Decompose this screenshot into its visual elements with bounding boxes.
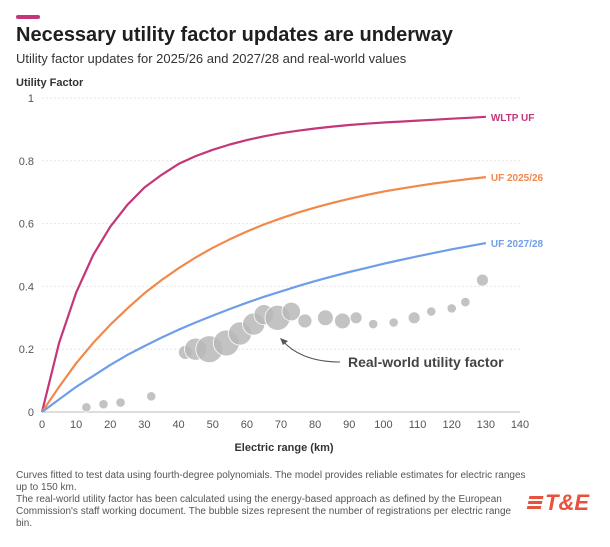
x-tick-labels: 0 10 20 30 40 50 60 70 80 90 100 110 120 130 140 [39, 419, 529, 431]
logo-text: T&E [545, 490, 589, 515]
y-tick-label: 1 [28, 93, 34, 105]
gridlines [42, 97, 520, 413]
footer-notes: Curves fitted to test data using fourth-… [16, 470, 526, 530]
annotation-arrowhead [280, 338, 288, 345]
annotation-label: Real-world utility factor [348, 354, 504, 370]
y-axis-label: Utility Factor [16, 77, 84, 89]
real-world-bubble [81, 402, 92, 413]
real-world-bubble [317, 309, 334, 327]
real-world-bubbles [81, 273, 489, 413]
x-tick-label: 40 [172, 419, 184, 431]
real-world-bubble [426, 306, 437, 317]
series-label: UF 2027/28 [491, 239, 544, 250]
real-world-bubble [476, 273, 489, 287]
series-lines [40, 115, 487, 413]
chart-subtitle: Utility factor updates for 2025/26 and 2… [16, 51, 407, 66]
y-tick-label: 0.8 [19, 156, 34, 168]
real-world-bubble [349, 311, 363, 325]
x-tick-label: 120 [443, 419, 461, 431]
footer-note-2: The real-world utility factor has been c… [16, 494, 512, 529]
x-tick-label: 20 [104, 419, 116, 431]
real-world-bubble [407, 311, 421, 325]
real-world-bubble [146, 391, 157, 402]
y-tick-label: 0.4 [19, 281, 34, 293]
x-tick-label: 60 [241, 419, 253, 431]
series-label: UF 2025/26 [491, 173, 544, 184]
x-tick-label: 110 [409, 419, 427, 431]
logo-stripes-icon [526, 496, 544, 510]
real-world-bubble [368, 318, 379, 330]
real-world-bubble [98, 399, 109, 410]
x-tick-label: 90 [343, 419, 355, 431]
real-world-bubble [281, 301, 301, 322]
x-tick-label: 80 [309, 419, 321, 431]
series-label: WLTP UF [491, 113, 535, 124]
x-tick-label: 50 [207, 419, 219, 431]
real-world-bubble [388, 317, 399, 328]
y-tick-label: 0 [28, 407, 34, 419]
x-tick-label: 30 [138, 419, 150, 431]
utility-factor-chart: 0 0.2 0.4 0.6 0.8 1 0 10 20 30 40 50 60 70 80 90 100 110… [19, 93, 544, 454]
x-tick-label: 130 [477, 419, 495, 431]
te-logo: T&E [526, 490, 589, 516]
series-labels: WLTP UF UF 2025/26 UF 2027/28 [491, 113, 544, 250]
real-world-bubble [297, 313, 313, 329]
series-line [41, 242, 487, 413]
annotation: Real-world utility factor [280, 338, 504, 370]
footer-note-1: Curves fitted to test data using fourth-… [16, 470, 526, 493]
series-line [41, 176, 487, 413]
real-world-bubble [446, 303, 457, 314]
y-tick-labels: 0 0.2 0.4 0.6 0.8 1 [19, 93, 34, 419]
chart-title: Necessary utility factor updates are und… [16, 24, 453, 46]
x-axis-label: Electric range (km) [234, 442, 333, 454]
annotation-arrow [281, 339, 341, 363]
series-line [40, 115, 486, 413]
x-tick-label: 100 [374, 419, 392, 431]
x-tick-label: 0 [39, 419, 45, 431]
y-tick-label: 0.6 [19, 219, 34, 231]
x-tick-label: 10 [70, 419, 82, 431]
real-world-bubble [460, 296, 471, 308]
title-accent-bar [16, 15, 40, 19]
x-tick-label: 70 [275, 419, 287, 431]
real-world-bubble [115, 397, 126, 408]
x-tick-label: 140 [511, 419, 529, 431]
y-tick-label: 0.2 [19, 344, 34, 356]
real-world-bubble [334, 312, 351, 330]
